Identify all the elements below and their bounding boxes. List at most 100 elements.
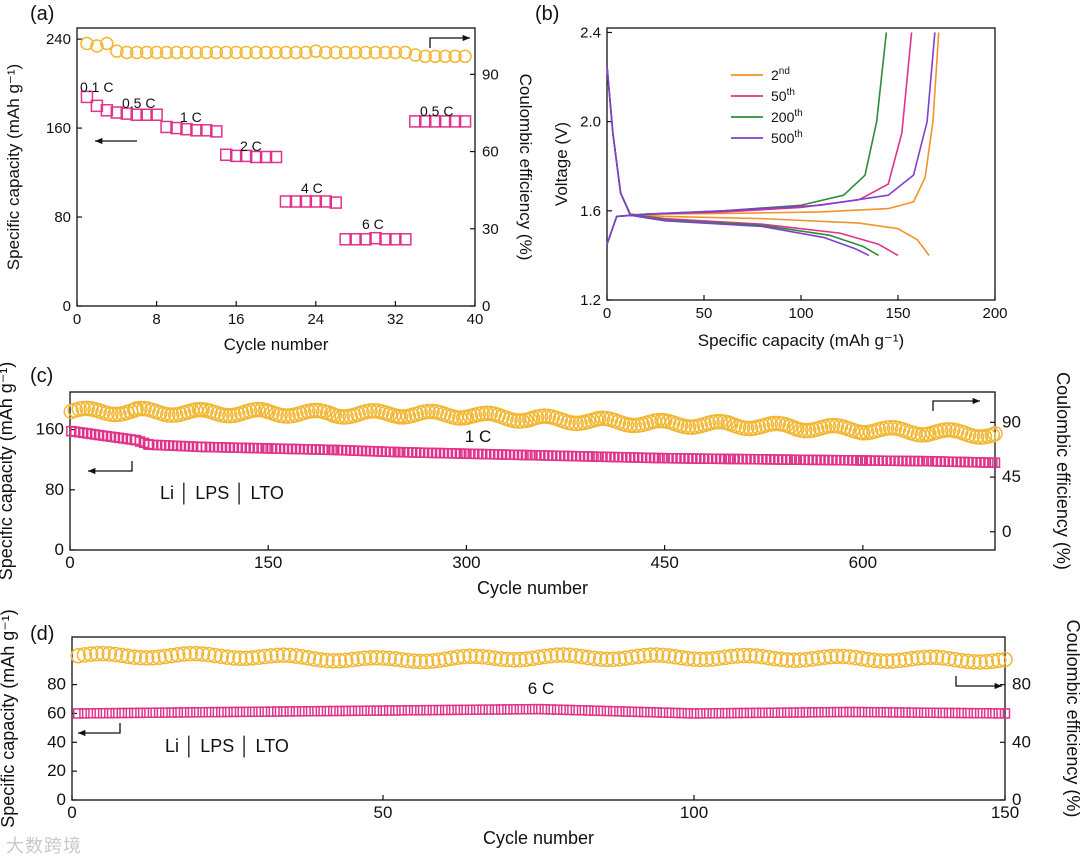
capacity-point [452,704,463,716]
capacity-point [558,704,569,716]
ce-point [847,649,864,666]
ce-point [953,652,970,669]
capacity-point [200,124,213,137]
capacity-point [931,707,942,719]
ce-point [449,649,466,666]
ce-point [804,651,820,667]
capacity-point [750,707,762,719]
capacity-point [645,706,656,718]
ce-point [914,427,931,443]
ce-point [456,648,472,665]
capacity-point [925,707,936,719]
ce-point [673,649,690,666]
ce-point [692,651,708,668]
capacity-point [819,706,830,718]
ce-point [179,45,194,60]
ce-point [717,649,733,666]
capacity-point [943,707,955,719]
x-tick-label: 100 [788,305,813,322]
capacity-point [763,707,774,719]
capacity-point [369,231,382,245]
capacity-point [120,107,133,120]
capacity-point [160,707,171,718]
x-tick-label: 24 [307,311,324,328]
ce-point [897,651,914,668]
x-tick-label: 8 [152,311,160,328]
ce-point [599,651,615,668]
capacity-point [85,708,96,719]
ce-point [935,650,951,666]
y-tick-label: 20 [47,761,66,780]
capacity-point [670,707,681,719]
x-axis-label: Specific capacity (mAh g⁻¹) [698,331,904,350]
capacity-point [564,704,575,716]
ce-point [75,400,91,417]
ce-point [149,45,164,60]
cell-label: Li │ LPS │ LTO [165,735,289,758]
ce-point [418,653,435,670]
ce-point [276,408,292,424]
ce-point [110,44,124,58]
ce-point [661,648,677,664]
capacity-point [576,705,588,716]
x-tick-label: 150 [254,553,282,572]
capacity-point [906,707,917,718]
x-axis-label: Cycle number [483,828,594,848]
ce-point [378,45,393,60]
capacity-point [862,706,874,718]
capacity-point [409,115,422,128]
ce-axis-arrow-head [972,397,980,405]
capacity-point [881,707,893,718]
x-tick-label: 600 [849,553,877,572]
ce-point [611,651,628,667]
capacity-point [178,707,190,718]
capacity-point [489,704,501,715]
ce-point [289,45,303,60]
capacity-axis-arrow-head [78,729,86,737]
capacity-point [912,707,924,718]
capacity-point [713,707,725,719]
capacity-point [508,704,519,715]
capacity-point [438,115,452,128]
ce-point [238,650,254,666]
ce-point [103,406,119,422]
capacity-point [551,704,563,715]
ce-point [796,422,813,439]
ce-point [279,45,293,60]
capacity-point [399,233,412,246]
capacity-point [153,707,165,718]
ce-point [176,646,192,662]
ce-point [299,45,313,60]
y2-tick-label: 0 [1002,522,1011,541]
ce-point [711,650,727,666]
ce-point [448,49,462,64]
ce-point [510,413,526,429]
ce-point [478,405,494,421]
capacity-point [601,705,613,717]
ce-point [568,415,584,432]
ce-point [325,653,341,669]
ce-point [594,410,611,427]
capacity-point [240,706,252,718]
capacity-point [448,115,462,128]
capacity-point [147,707,159,718]
ce-point [412,653,429,670]
capacity-point [545,704,557,715]
capacity-point [359,705,370,716]
ce-point [841,649,858,665]
ce-point [462,648,478,665]
capacity-point [253,706,264,717]
ce-point [530,649,547,666]
capacity-point [390,705,401,716]
ce-point [218,407,234,424]
rate-label: 2 C [240,138,262,154]
y-tick-label: 80 [47,675,66,694]
ce-point [866,652,883,669]
ce-point [169,646,186,663]
capacity-point [844,706,855,718]
ce-point [742,647,758,664]
capacity-point [229,149,243,163]
capacity-point [856,706,868,718]
x-tick-label: 200 [982,305,1007,322]
